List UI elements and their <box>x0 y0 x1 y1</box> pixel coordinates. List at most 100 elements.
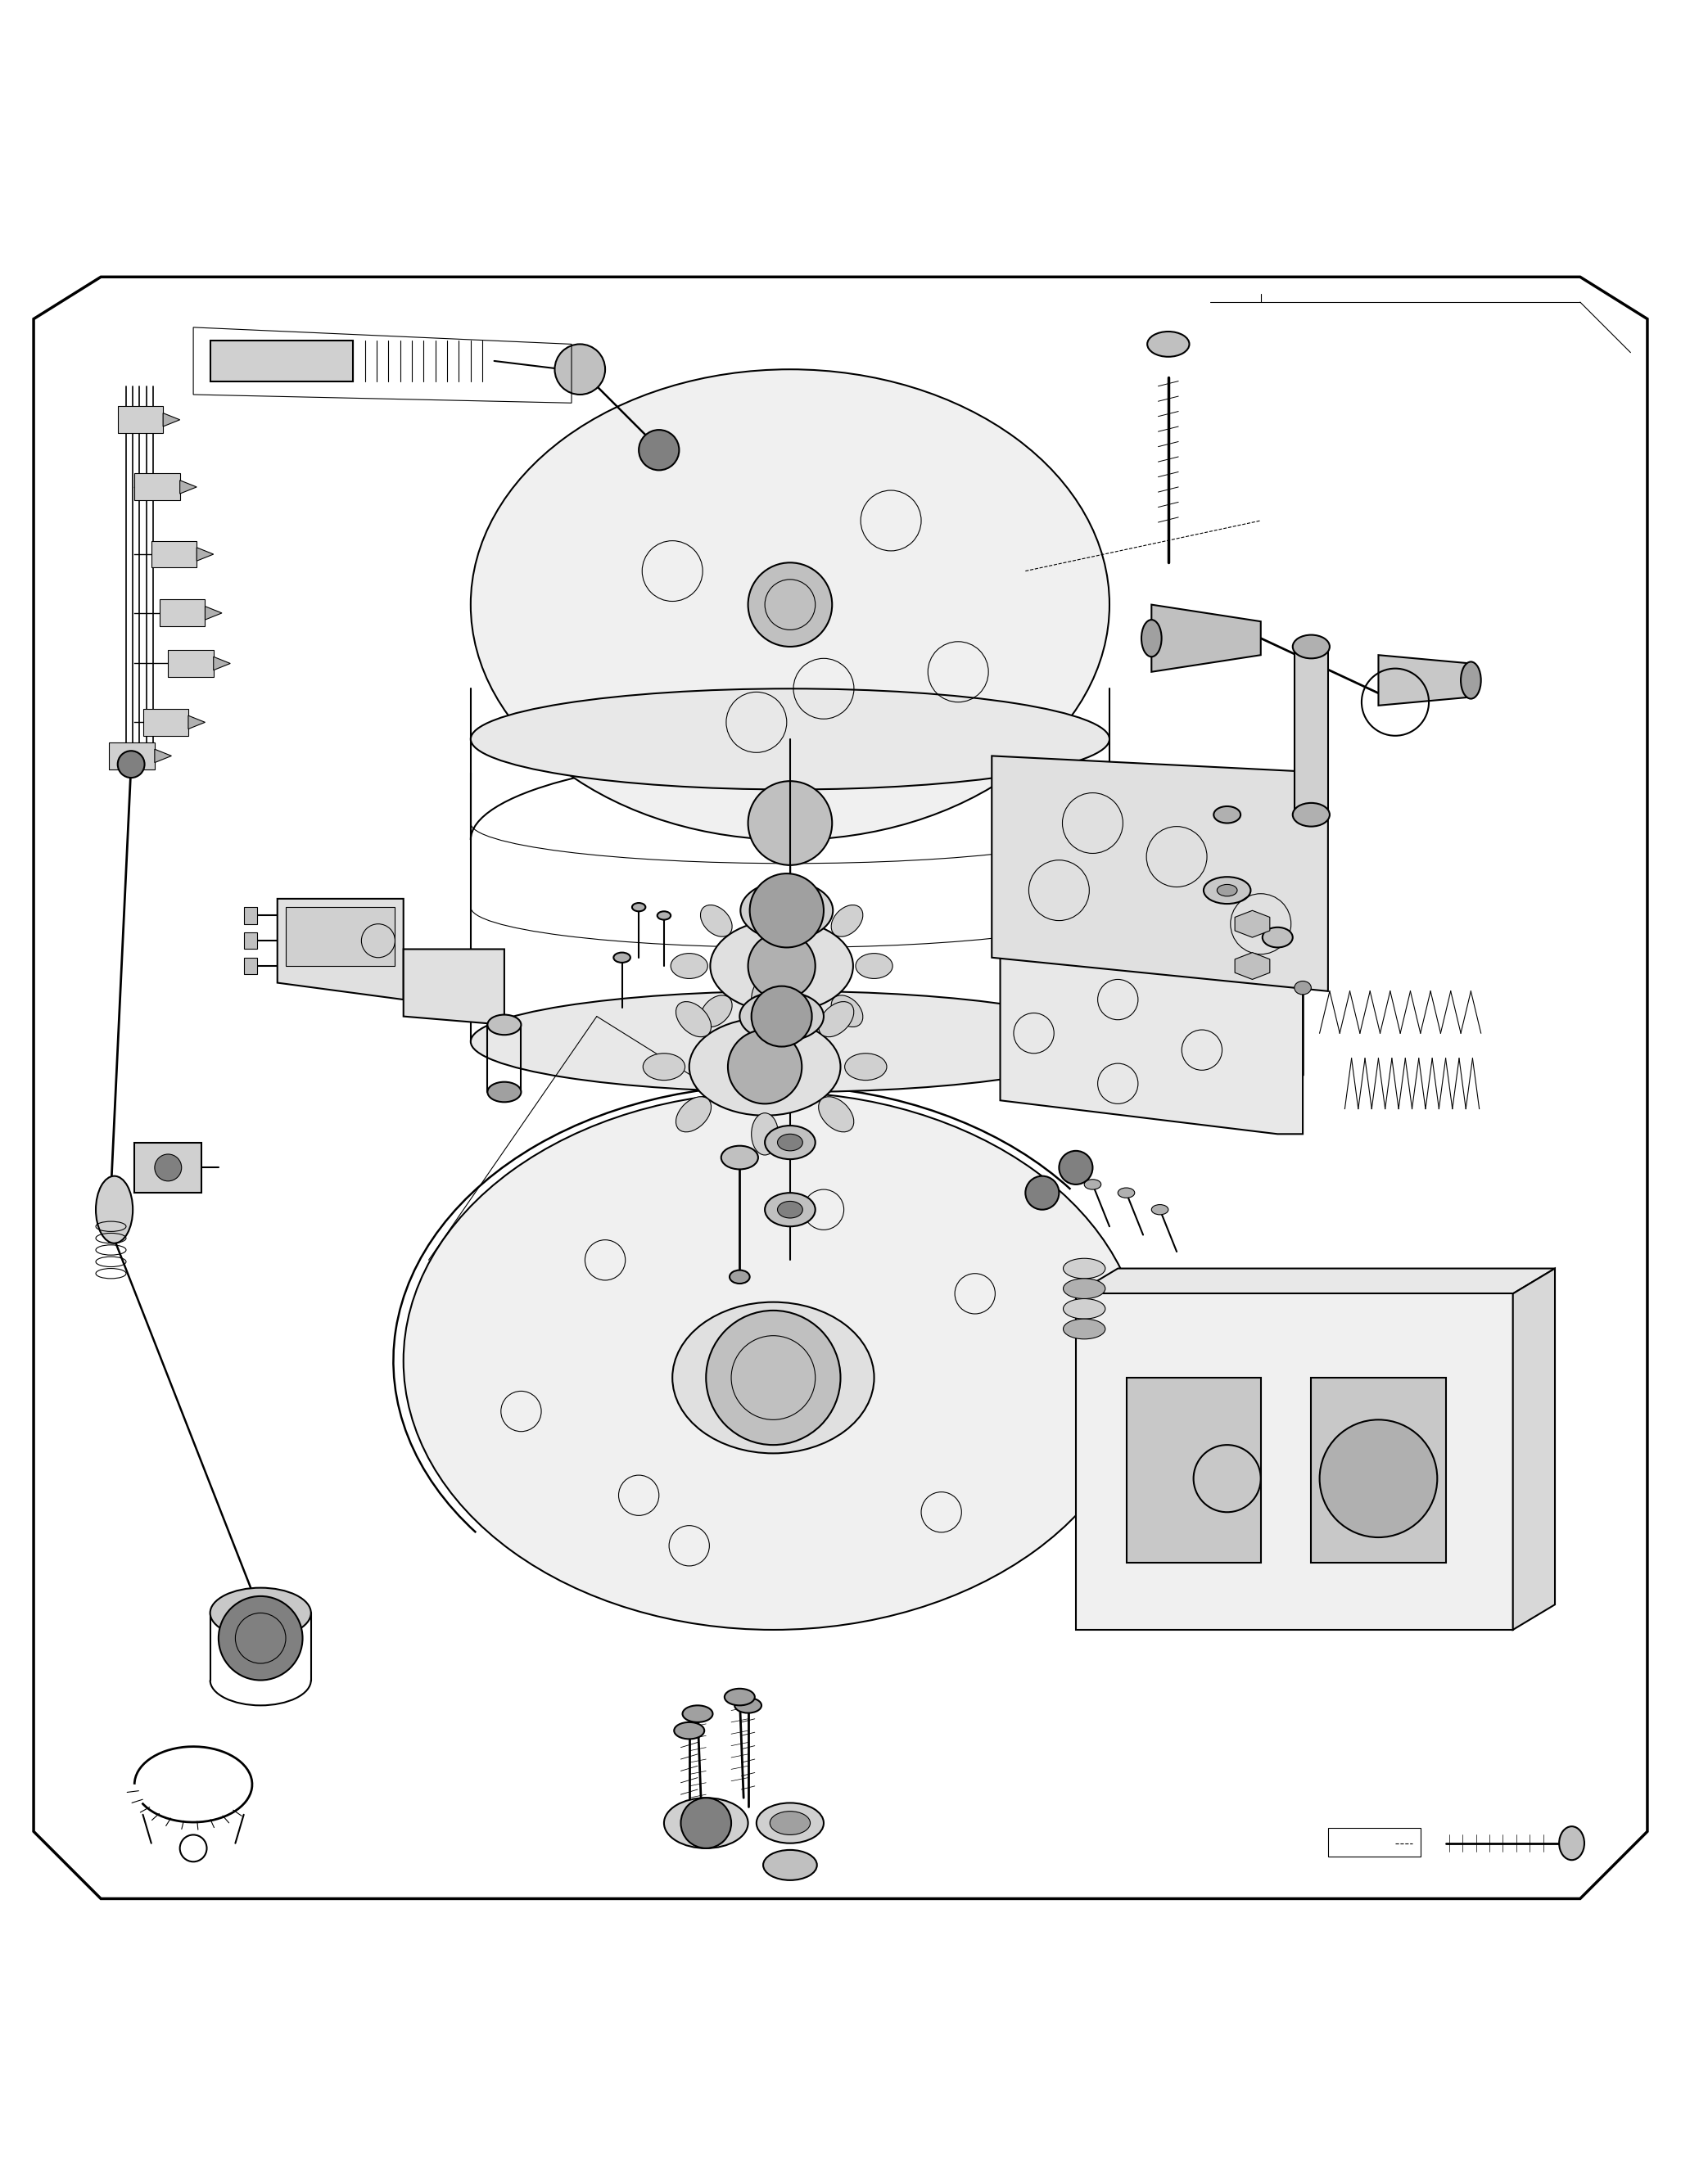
Polygon shape <box>197 548 213 561</box>
Polygon shape <box>134 474 180 500</box>
Ellipse shape <box>730 1271 750 1284</box>
Ellipse shape <box>676 1096 711 1131</box>
Polygon shape <box>109 743 155 769</box>
Ellipse shape <box>1064 1278 1106 1299</box>
Circle shape <box>1059 1151 1093 1184</box>
Ellipse shape <box>632 902 646 911</box>
Polygon shape <box>155 749 171 762</box>
Ellipse shape <box>1064 1319 1106 1339</box>
Ellipse shape <box>721 1147 758 1168</box>
Ellipse shape <box>725 1688 755 1706</box>
Ellipse shape <box>1560 1826 1585 1861</box>
Ellipse shape <box>770 1811 810 1835</box>
Ellipse shape <box>672 1302 874 1452</box>
Bar <box>1126 1378 1261 1562</box>
Ellipse shape <box>471 369 1109 841</box>
Polygon shape <box>160 601 205 627</box>
Polygon shape <box>1151 605 1261 673</box>
Bar <box>1311 1378 1446 1562</box>
Polygon shape <box>403 950 504 1024</box>
Ellipse shape <box>765 1125 815 1160</box>
Polygon shape <box>1076 1293 1513 1629</box>
Bar <box>286 906 395 965</box>
Circle shape <box>681 1797 731 1848</box>
Ellipse shape <box>1461 662 1481 699</box>
Ellipse shape <box>487 1016 521 1035</box>
Circle shape <box>1320 1420 1437 1538</box>
Polygon shape <box>213 657 230 670</box>
Ellipse shape <box>756 1802 824 1843</box>
Ellipse shape <box>676 1002 711 1037</box>
Ellipse shape <box>770 1011 795 1048</box>
Ellipse shape <box>701 996 733 1026</box>
Polygon shape <box>168 651 213 677</box>
Polygon shape <box>188 716 205 729</box>
Bar <box>244 957 257 974</box>
Ellipse shape <box>471 992 1109 1092</box>
Circle shape <box>1025 1175 1059 1210</box>
Polygon shape <box>1236 952 1269 978</box>
Polygon shape <box>205 607 222 620</box>
Circle shape <box>748 563 832 646</box>
Polygon shape <box>180 480 197 494</box>
Ellipse shape <box>1214 806 1241 823</box>
Circle shape <box>728 1031 802 1103</box>
Ellipse shape <box>674 1723 704 1738</box>
Polygon shape <box>134 1142 202 1192</box>
Ellipse shape <box>657 911 671 919</box>
Ellipse shape <box>777 1133 804 1151</box>
Circle shape <box>118 751 145 778</box>
Ellipse shape <box>1151 1206 1168 1214</box>
Ellipse shape <box>1141 620 1162 657</box>
Ellipse shape <box>819 1002 854 1037</box>
Ellipse shape <box>701 904 733 937</box>
Ellipse shape <box>856 954 893 978</box>
Ellipse shape <box>1204 878 1251 904</box>
Ellipse shape <box>709 919 854 1011</box>
Ellipse shape <box>1084 1179 1101 1190</box>
Ellipse shape <box>671 954 708 978</box>
Ellipse shape <box>664 1797 748 1848</box>
Bar <box>244 933 257 950</box>
Bar <box>244 906 257 924</box>
Ellipse shape <box>210 1588 311 1638</box>
Circle shape <box>751 987 812 1046</box>
Ellipse shape <box>1064 1299 1106 1319</box>
Polygon shape <box>1236 911 1269 937</box>
Circle shape <box>155 1153 182 1182</box>
Ellipse shape <box>765 1192 815 1227</box>
Ellipse shape <box>1146 332 1188 356</box>
Polygon shape <box>992 756 1328 992</box>
Ellipse shape <box>1293 804 1330 826</box>
Circle shape <box>748 782 832 865</box>
Polygon shape <box>1513 1269 1555 1629</box>
Polygon shape <box>1378 655 1471 705</box>
Polygon shape <box>118 406 163 432</box>
Circle shape <box>219 1597 303 1679</box>
Ellipse shape <box>777 1201 804 1219</box>
Ellipse shape <box>751 1114 778 1155</box>
Ellipse shape <box>819 1096 854 1131</box>
Ellipse shape <box>487 1081 521 1103</box>
Polygon shape <box>210 341 353 382</box>
Polygon shape <box>151 542 197 568</box>
Ellipse shape <box>741 880 834 939</box>
Ellipse shape <box>471 688 1109 788</box>
Circle shape <box>555 345 605 395</box>
Polygon shape <box>163 413 180 426</box>
Ellipse shape <box>740 992 824 1042</box>
Polygon shape <box>1000 900 1303 1133</box>
Ellipse shape <box>830 996 862 1026</box>
Ellipse shape <box>1118 1188 1135 1197</box>
Circle shape <box>750 874 824 948</box>
Ellipse shape <box>1064 1258 1106 1278</box>
Ellipse shape <box>830 904 862 937</box>
Ellipse shape <box>1217 885 1237 895</box>
Polygon shape <box>1076 1269 1555 1293</box>
Ellipse shape <box>770 885 795 922</box>
Ellipse shape <box>1293 636 1330 657</box>
Polygon shape <box>277 900 403 1000</box>
Ellipse shape <box>614 952 630 963</box>
Ellipse shape <box>1262 928 1293 948</box>
Circle shape <box>639 430 679 470</box>
